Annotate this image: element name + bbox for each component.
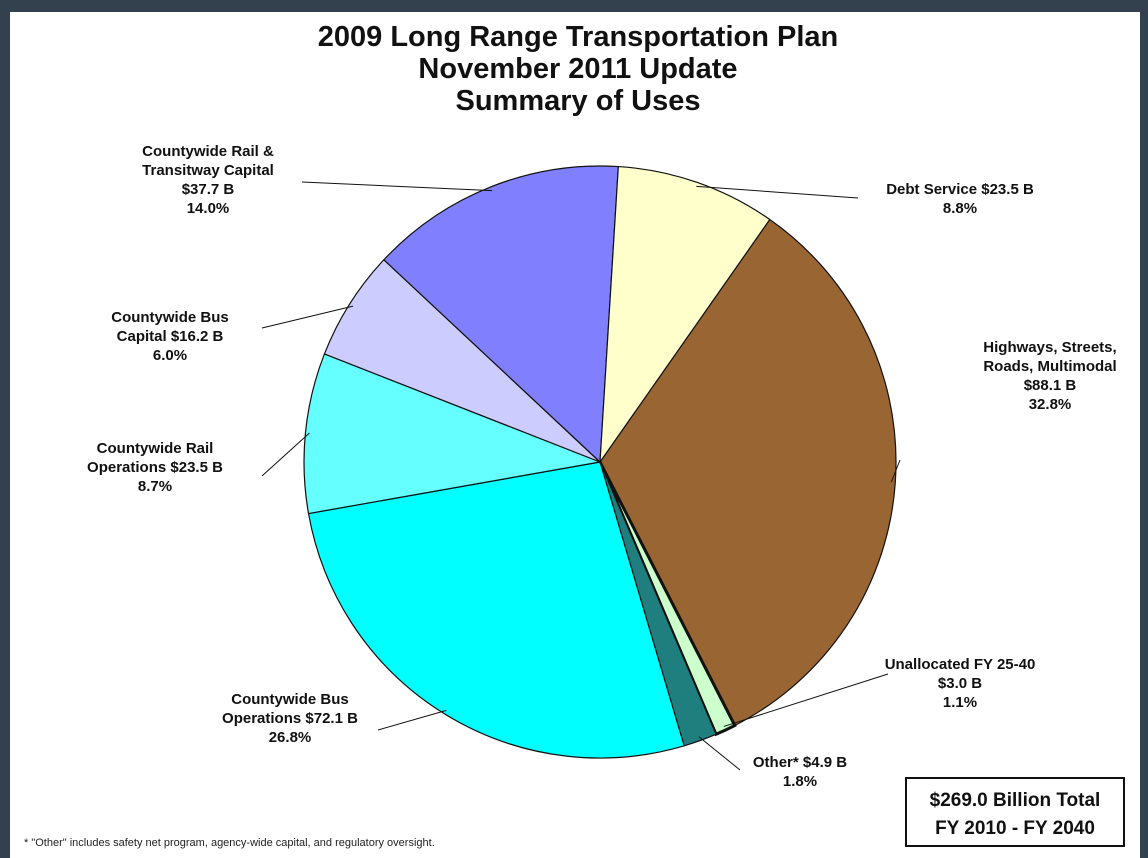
pie-slice-debt [599,165,771,465]
chart-title-line-1: 2009 Long Range Transportation Plan [318,21,839,53]
leader-line-rail_ops [261,432,310,477]
slice-label-unallocated-line-1: Unallocated FY 25-40 [885,656,1036,673]
slice-label-rail_capital-line-1: Countywide Rail & [142,143,274,160]
slice-label-highways-line-4: 32.8% [1029,396,1072,413]
chart-title-line-3: Summary of Uses [456,85,701,117]
pie-slice-bus_ops [307,461,685,759]
chart-frame: 2009 Long Range Transportation Plan Nove… [10,12,1140,858]
total-box: $269.0 Billion Total FY 2010 - FY 2040 [905,777,1125,847]
slice-label-rail_capital-line-3: $37.7 B [182,181,235,198]
slice-label-rail_ops-line-1: Countywide Rail [97,440,214,457]
slice-label-other-line-2: 1.8% [783,773,817,790]
slice-label-rail_ops-line-2: Operations $23.5 B [87,459,223,476]
slice-label-bus_capital-line-2: Capital $16.2 B [117,328,224,345]
slice-label-debt-line-2: 8.8% [943,200,977,217]
slice-label-bus_ops-line-1: Countywide Bus [231,691,349,708]
pie-slice-highways [599,218,897,727]
pie-chart: 2009 Long Range Transportation Plan Nove… [24,21,1125,849]
pie-slice-rail_ops [303,353,603,515]
footnote: * "Other" includes safety net program, a… [24,837,435,849]
total-box-line-2: FY 2010 - FY 2040 [935,818,1095,839]
slice-label-rail_capital-line-2: Transitway Capital [142,162,274,179]
slice-label-unallocated-line-2: $3.0 B [938,675,982,692]
total-box-line-1: $269.0 Billion Total [930,790,1101,811]
leader-line-rail_capital [301,181,493,192]
slice-label-debt-line-1: Debt Service $23.5 B [886,181,1034,198]
leader-line-other [698,736,741,771]
pie-slices [303,165,897,759]
chart-title-line-2: November 2011 Update [418,53,737,85]
slice-label-bus_ops-line-3: 26.8% [269,729,312,746]
slice-label-highways-line-2: Roads, Multimodal [983,358,1116,375]
slice-label-bus_ops-line-2: Operations $72.1 B [222,710,358,727]
slice-label-rail_capital-line-4: 14.0% [187,200,230,217]
slice-label-other-line-1: Other* $4.9 B [753,754,847,771]
leader-line-highways [890,459,901,483]
leader-line-bus_ops [377,709,447,731]
leader-line-unallocated [723,673,889,727]
pie-slice-rail_capital [383,165,619,464]
leader-lines [261,181,901,771]
slice-labels: Highways, Streets, Roads, Multimodal $88.1… [87,143,1117,790]
slice-label-bus_capital-line-3: 6.0% [153,347,187,364]
slice-label-highways-line-3: $88.1 B [1024,377,1077,394]
slice-label-rail_ops-line-3: 8.7% [138,478,172,495]
leader-line-debt [696,185,859,199]
slice-label-bus_capital-line-1: Countywide Bus [111,309,229,326]
slice-label-unallocated-line-3: 1.1% [943,694,977,711]
leader-line-bus_capital [261,305,354,329]
slice-label-highways-line-1: Highways, Streets, [983,339,1116,356]
